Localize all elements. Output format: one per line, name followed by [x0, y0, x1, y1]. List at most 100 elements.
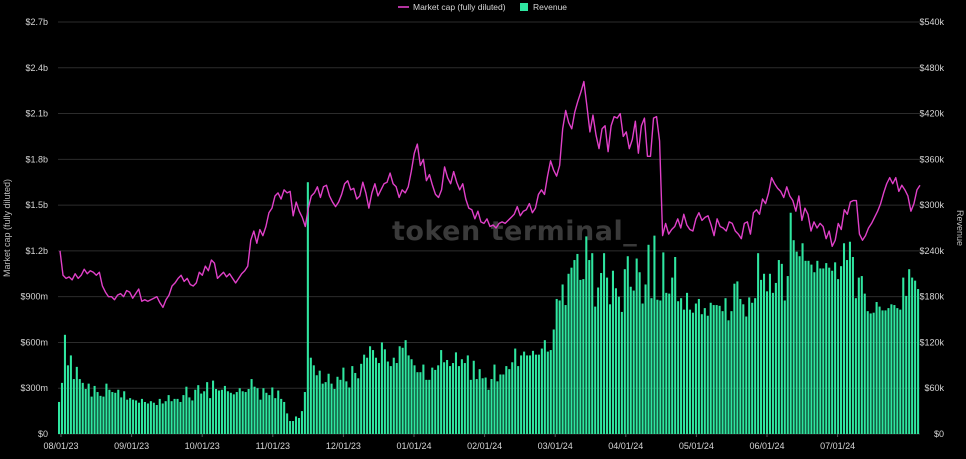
revenue-bar	[126, 399, 129, 434]
revenue-bar	[371, 350, 375, 434]
legend-revenue-label[interactable]: Revenue	[533, 2, 567, 12]
revenue-bar	[771, 292, 774, 434]
revenue-bar	[668, 293, 671, 434]
revenue-bar	[869, 313, 872, 434]
revenue-bar	[173, 398, 176, 434]
revenue-bar	[60, 382, 64, 434]
revenue-bar	[232, 394, 235, 434]
revenue-bar	[582, 279, 585, 434]
revenue-bar	[259, 399, 262, 434]
revenue-bar	[369, 346, 372, 434]
revenue-bar	[191, 400, 194, 434]
revenue-bar	[357, 378, 360, 434]
revenue-bar	[360, 363, 363, 434]
x-axis-ticks: 08/01/23 09/01/23 10/01/23 11/01/23 12/01/23…	[43, 434, 855, 451]
revenue-bar	[739, 298, 742, 434]
revenue-bar	[694, 303, 697, 434]
revenue-bar	[709, 302, 712, 434]
revenue-bar	[496, 381, 499, 434]
revenue-bar	[635, 258, 638, 434]
revenue-bar	[289, 421, 292, 434]
revenue-bar	[665, 292, 668, 434]
revenue-bar	[342, 367, 345, 434]
revenue-bar	[499, 374, 502, 434]
revenue-bar	[848, 241, 851, 434]
revenue-bar	[209, 398, 212, 434]
revenue-bar	[327, 373, 330, 434]
revenue-bar	[697, 298, 700, 434]
revenue-bar	[585, 236, 588, 434]
revenue-bar	[164, 401, 167, 434]
revenue-bar	[428, 379, 431, 434]
revenue-bar	[182, 395, 185, 434]
revenue-bar	[780, 263, 783, 434]
revenue-bar	[555, 298, 558, 434]
revenue-bar	[754, 298, 757, 434]
revenue-bar	[840, 266, 843, 434]
revenue-bar	[514, 348, 517, 434]
revenue-bar	[730, 311, 733, 434]
revenue-bar	[774, 282, 777, 434]
revenue-bar	[58, 401, 61, 434]
revenue-bar	[502, 374, 505, 434]
revenue-bar	[493, 364, 496, 434]
revenue-bar	[229, 392, 232, 434]
y-right-tick-label: $60k	[924, 383, 944, 393]
revenue-bar	[380, 342, 383, 434]
revenue-bar	[531, 350, 535, 434]
revenue-bar	[878, 306, 881, 434]
x-tick-label: 09/01/23	[114, 441, 149, 451]
revenue-bar	[155, 405, 158, 434]
revenue-bar	[217, 390, 221, 434]
revenue-bar	[200, 393, 203, 434]
revenue-bar	[822, 268, 825, 434]
revenue-bar	[706, 315, 709, 434]
y-right-tick-label: $180k	[919, 292, 944, 302]
revenue-bar	[718, 305, 721, 434]
revenue-bar	[132, 399, 135, 434]
revenue-bar	[449, 366, 452, 434]
revenue-bar	[374, 357, 378, 434]
revenue-bar	[517, 366, 520, 434]
revenue-bar	[377, 363, 380, 434]
revenue-bar	[505, 366, 508, 434]
revenue-bar	[271, 387, 274, 434]
revenue-bar	[733, 283, 736, 434]
revenue-bar	[520, 355, 523, 434]
revenue-bar	[469, 379, 472, 434]
revenue-bar	[484, 377, 487, 434]
revenue-bar	[466, 355, 469, 434]
x-tick-label: 07/01/24	[820, 441, 855, 451]
legend-revenue-swatch[interactable]	[520, 3, 528, 11]
x-tick-label: 12/01/23	[326, 441, 361, 451]
revenue-bar	[528, 355, 532, 434]
revenue-bar	[383, 349, 386, 434]
revenue-bar	[300, 411, 303, 434]
revenue-bar	[84, 388, 87, 434]
revenue-bar	[309, 357, 312, 434]
revenue-bar	[632, 290, 635, 434]
revenue-bar	[857, 277, 860, 434]
revenue-bar	[410, 359, 413, 434]
revenue-bar	[626, 256, 629, 434]
revenue-bar	[283, 401, 286, 434]
revenue-bar	[454, 352, 457, 434]
revenue-bar	[253, 386, 256, 434]
revenue-bar	[176, 398, 179, 434]
revenue-bar	[763, 273, 766, 434]
revenue-bar	[600, 273, 603, 434]
revenue-bar	[837, 279, 840, 434]
revenue-bar	[143, 401, 146, 434]
revenue-bar	[286, 413, 289, 434]
revenue-bar	[917, 289, 920, 434]
y-right-tick-label: $360k	[919, 154, 944, 164]
revenue-bar	[389, 366, 392, 434]
legend-market-cap-label[interactable]: Market cap (fully diluted)	[413, 2, 506, 12]
revenue-bar	[860, 276, 863, 434]
revenue-bar	[120, 397, 123, 434]
revenue-bar	[244, 392, 247, 434]
revenue-bar	[478, 369, 481, 434]
revenue-bar	[443, 362, 446, 434]
revenue-bar	[653, 235, 656, 434]
